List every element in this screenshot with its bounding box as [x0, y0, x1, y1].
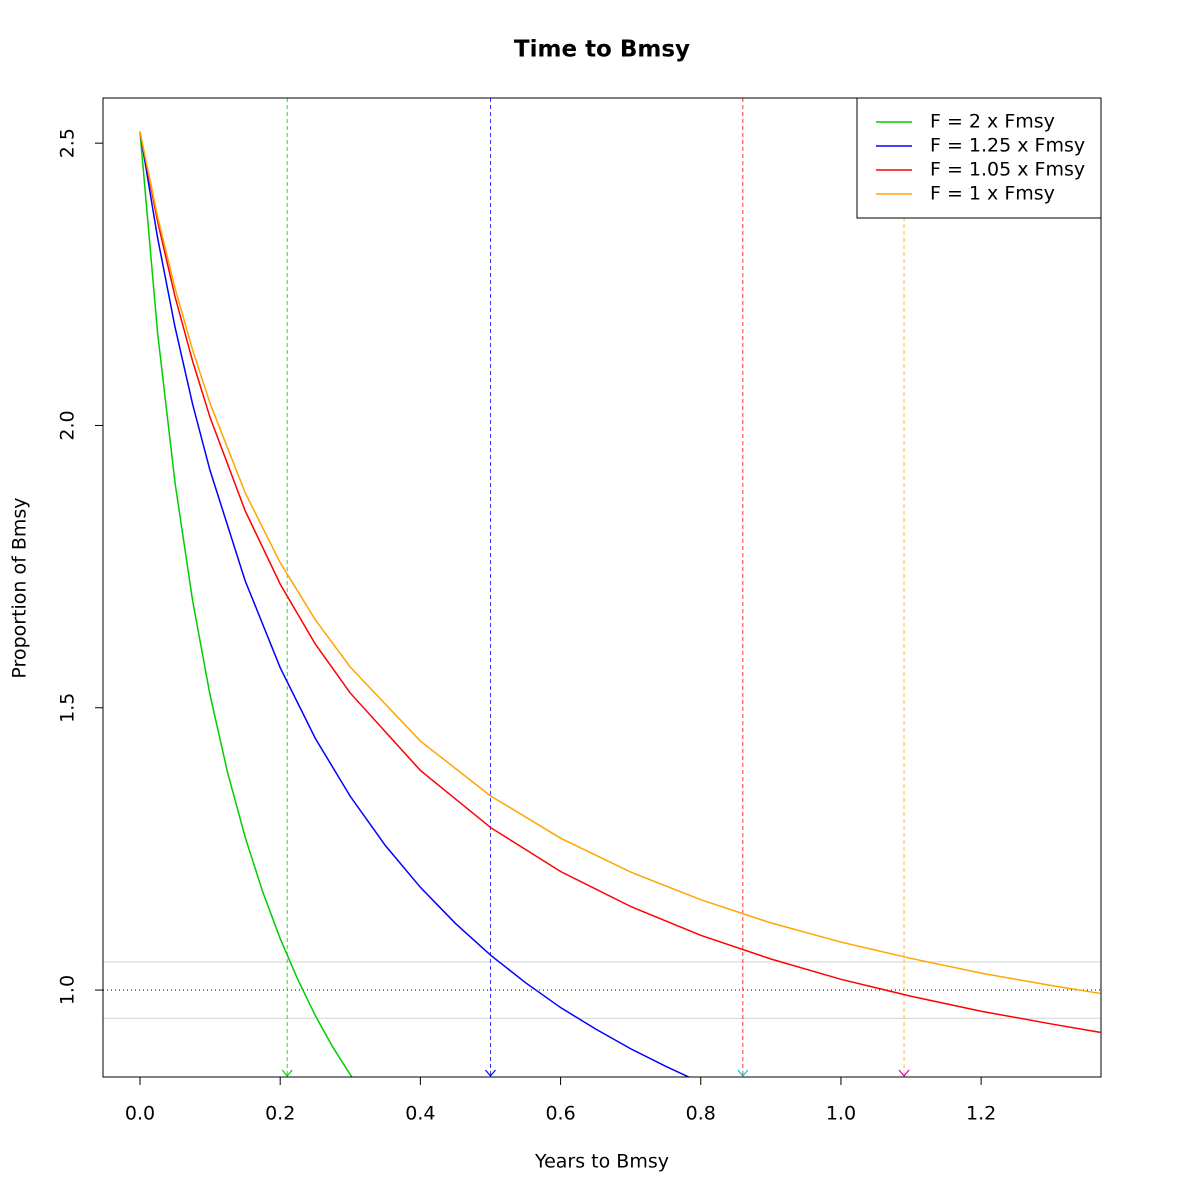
- x-axis-label: Years to Bmsy: [534, 1151, 669, 1173]
- x-tick-label: 1.0: [826, 1103, 856, 1125]
- legend-label: F = 2 x Fmsy: [930, 111, 1055, 133]
- x-tick-label: 0.4: [405, 1103, 435, 1125]
- y-tick-label: 2.0: [57, 410, 79, 440]
- marker-arrow: [485, 1069, 496, 1077]
- plot-frame: [102, 97, 1102, 1078]
- marker-arrow: [737, 1069, 749, 1077]
- x-tick-label: 0.6: [545, 1103, 575, 1125]
- legend-label: F = 1.25 x Fmsy: [930, 135, 1085, 157]
- marker-arrow: [898, 1069, 910, 1077]
- y-tick-label: 1.5: [57, 693, 79, 723]
- y-axis-label: Proportion of Bmsy: [9, 497, 31, 678]
- y-tick-label: 2.5: [57, 128, 79, 158]
- series-line: [139, 131, 1101, 1034]
- plot-area: [103, 98, 1101, 1077]
- series-line: [139, 131, 691, 1077]
- y-tick-label: 1.0: [57, 975, 79, 1005]
- series-line: [139, 131, 353, 1077]
- legend-label: F = 1.05 x Fmsy: [930, 159, 1085, 181]
- x-tick-label: 0.2: [265, 1103, 295, 1125]
- legend-box: [856, 97, 1102, 219]
- x-tick-label: 0.8: [686, 1103, 716, 1125]
- axes: 0.0 0.2 0.4 0.6 0.8 1.0 1.2 1.0 1.5 2.0 2.5: [57, 128, 997, 1124]
- x-tick-label: 1.2: [966, 1103, 996, 1125]
- legend-label: F = 1 x Fmsy: [930, 183, 1055, 205]
- chart-title: Time to Bmsy: [514, 37, 690, 63]
- marker-arrow: [281, 1069, 293, 1077]
- x-tick-label: 0.0: [125, 1103, 155, 1125]
- series-line: [139, 131, 1101, 995]
